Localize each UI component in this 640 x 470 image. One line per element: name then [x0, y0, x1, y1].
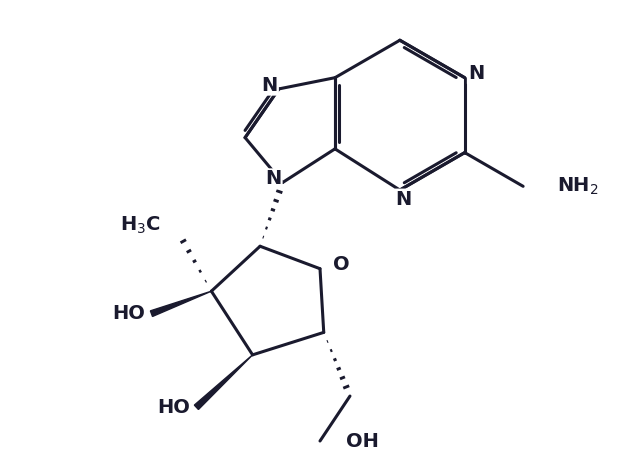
Text: HO: HO	[113, 304, 145, 323]
Text: NH$_2$: NH$_2$	[557, 176, 598, 197]
Text: N: N	[262, 76, 278, 94]
Polygon shape	[150, 291, 211, 316]
Text: N: N	[266, 169, 282, 188]
Text: O: O	[333, 256, 350, 274]
Polygon shape	[195, 355, 253, 409]
Text: HO: HO	[157, 398, 191, 417]
Text: H$_3$C: H$_3$C	[120, 215, 161, 236]
Text: N: N	[468, 64, 484, 84]
Text: N: N	[396, 189, 412, 209]
Text: OH: OH	[346, 431, 379, 451]
